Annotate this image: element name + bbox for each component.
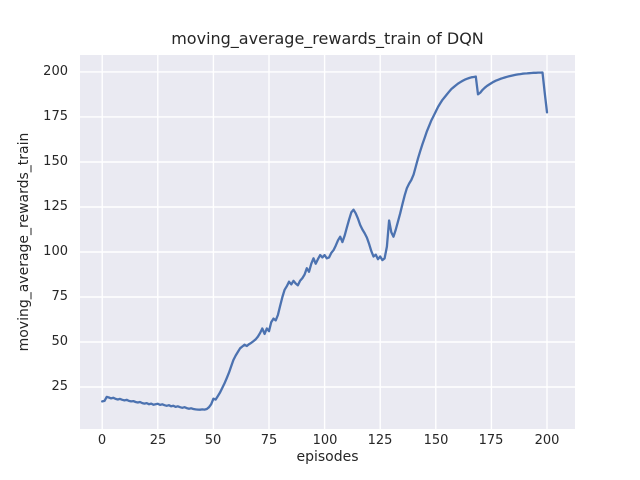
y-tick-label: 100 [43, 244, 68, 259]
x-tick-label: 50 [204, 433, 222, 448]
plot-area [80, 55, 575, 429]
y-tick-label: 50 [51, 334, 68, 349]
y-tick-label: 125 [43, 199, 68, 214]
x-tick-label: 125 [367, 433, 393, 448]
x-axis-label: episodes [296, 449, 359, 465]
x-tick-label: 75 [260, 433, 278, 448]
y-tick-label: 150 [43, 154, 68, 169]
chart-title: moving_average_rewards_train of DQN [171, 29, 484, 48]
y-tick-label: 175 [43, 109, 68, 124]
y-tick-label: 25 [51, 379, 68, 394]
x-tick-label: 0 [97, 433, 107, 448]
y-tick-label: 200 [43, 64, 68, 79]
x-tick-label: 200 [534, 433, 560, 448]
x-tick-label: 150 [423, 433, 449, 448]
x-tick-label: 25 [149, 433, 167, 448]
reward-curve [101, 71, 549, 411]
x-tick-label: 175 [478, 433, 504, 448]
y-tick-label: 75 [51, 289, 68, 304]
x-tick-label: 100 [312, 433, 338, 448]
